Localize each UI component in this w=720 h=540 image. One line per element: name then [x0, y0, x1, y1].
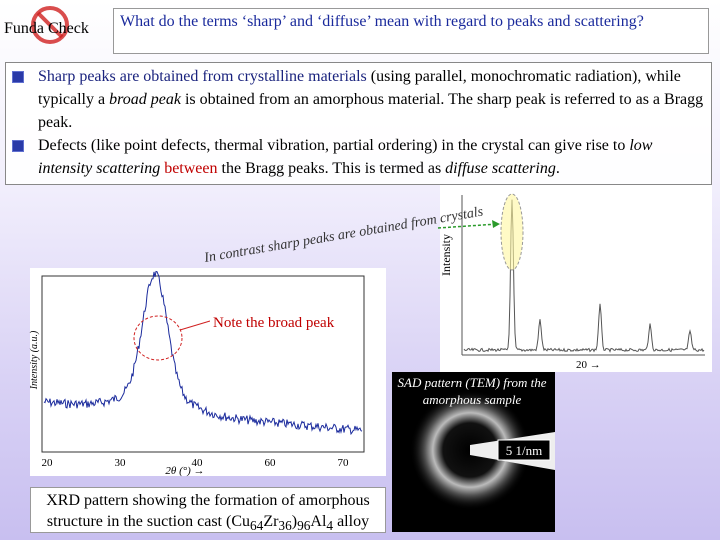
- bullet: Defects (like point defects, thermal vib…: [12, 134, 705, 180]
- tick-label: 70: [338, 457, 350, 469]
- pointer: [179, 320, 211, 331]
- x-label: 2θ (°) →: [165, 465, 204, 477]
- highlight: [500, 193, 524, 271]
- text: the Bragg peaks. This is termed as: [217, 160, 446, 177]
- text: (using parallel, monochromatic radiation…: [38, 68, 681, 108]
- text: between: [164, 160, 218, 177]
- caption: XRD pattern showing the formation of amo…: [30, 487, 386, 533]
- bullet-icon: [12, 71, 24, 83]
- plot-area: [30, 268, 386, 476]
- icon: [36, 11, 64, 39]
- arrow: [437, 223, 499, 229]
- text: 4: [326, 518, 334, 534]
- y-label: Intensity (a.u.): [29, 330, 40, 390]
- curve: [463, 199, 705, 353]
- axes: [41, 275, 365, 453]
- text: 64: [249, 518, 264, 534]
- text: XRD pattern showing the formation of amo…: [46, 492, 370, 530]
- text: Al: [310, 513, 327, 530]
- icon: [31, 6, 69, 44]
- text: .: [555, 160, 560, 177]
- tick-label: 30: [115, 457, 127, 469]
- text: Zr: [263, 513, 279, 530]
- bullet-box: Sharp peaks are obtained from crystallin…: [5, 62, 712, 185]
- text: diffuse scattering: [445, 160, 556, 177]
- badge: Funda Check: [4, 20, 89, 37]
- curve: [43, 270, 363, 436]
- question: What do the terms ‘sharp’ and ‘diffuse’ …: [113, 8, 709, 54]
- sad-caption: SAD pattern (TEM) from the amorphous sam…: [397, 375, 547, 407]
- highlight: [133, 315, 183, 361]
- y-label: Intensity: [439, 234, 453, 276]
- text: ): [291, 513, 298, 530]
- scale-box: [497, 439, 551, 461]
- x-label: 20 →: [576, 359, 601, 371]
- text: is obtained from an amorphous material. …: [38, 91, 704, 131]
- tick-label: 40: [192, 457, 204, 469]
- text: broad peak: [109, 91, 181, 108]
- plot-area: [440, 185, 712, 372]
- bullet: Sharp peaks are obtained from crystallin…: [12, 65, 705, 134]
- sad-caption-wrap: SAD pattern (TEM) from the amorphous sam…: [397, 375, 547, 407]
- tick-label: 20: [42, 457, 54, 469]
- text: Sharp peaks are obtained from crystallin…: [38, 68, 367, 85]
- text: alloy: [333, 513, 370, 530]
- arrow-head: [492, 220, 500, 228]
- scale: 5 1/nm: [506, 443, 542, 458]
- bullet-icon: [12, 140, 24, 152]
- text: 36: [278, 518, 292, 534]
- note-box: [210, 310, 360, 333]
- text: Defects (like point defects, thermal vib…: [38, 137, 630, 154]
- tick-label: 60: [265, 457, 277, 469]
- text: 96: [297, 518, 311, 534]
- note: Note the broad peak: [213, 315, 335, 331]
- text: low intensity scattering: [38, 137, 653, 177]
